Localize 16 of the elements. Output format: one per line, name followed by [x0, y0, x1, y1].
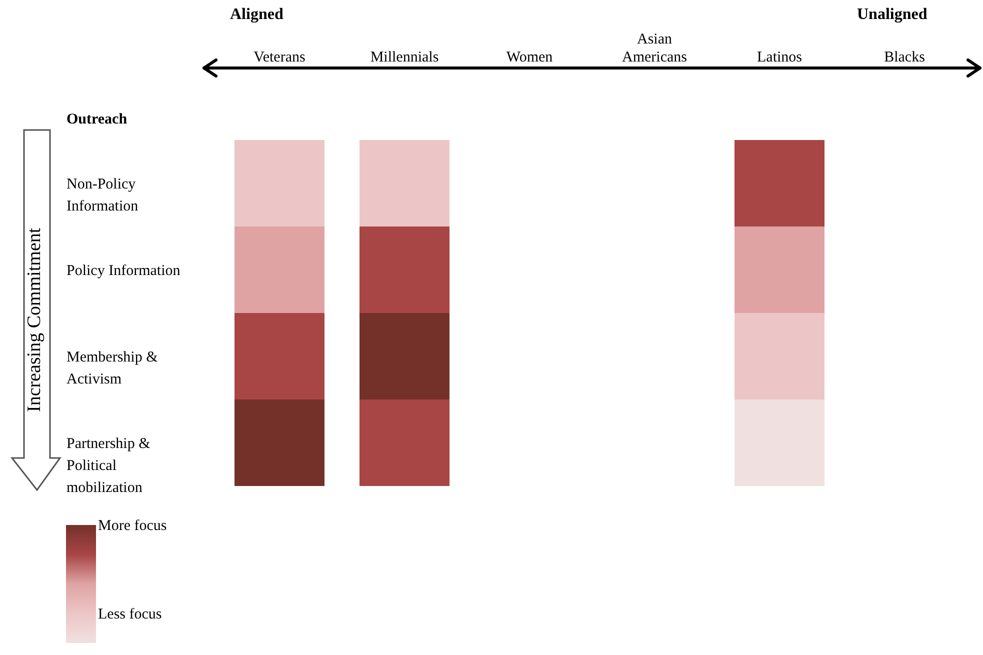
x-tick-label: Blacks [884, 50, 926, 66]
x-tick-label: Asian Americans [622, 32, 688, 66]
x-tick-label: Women [506, 50, 554, 66]
y-tick-label: Partnership & Political mobilization [66, 436, 151, 496]
x-tick-label: Latinos [757, 50, 802, 66]
y-tick-label: Membership & Activism [66, 349, 158, 388]
text: Aligned [230, 6, 284, 24]
y-tick-label: Policy Information [66, 262, 181, 279]
x-tick-label: Millennials [370, 50, 439, 66]
text: Increasing Commitment [24, 228, 46, 412]
y-tick-label: Non-Policy Information [66, 176, 139, 214]
text: Unaligned [857, 6, 928, 24]
y-axis-title: Outreach [66, 112, 128, 128]
color-bar-label: Less focus [98, 606, 162, 622]
color-bar-label: More focus [98, 518, 167, 534]
x-tick-label: Veterans [254, 50, 306, 66]
